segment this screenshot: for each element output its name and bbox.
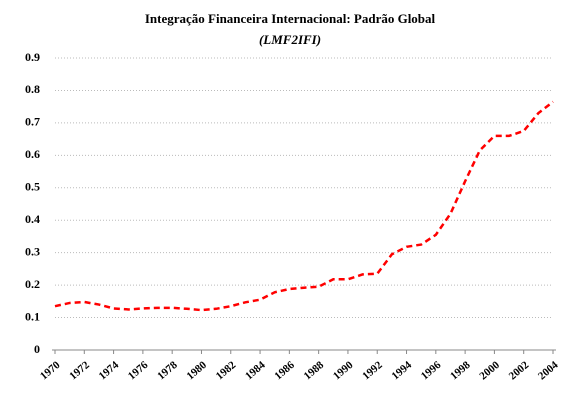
y-tick-label: 0.3	[25, 244, 40, 258]
y-tick-label: 0.6	[25, 147, 40, 161]
y-tick-label: 0.2	[25, 277, 40, 291]
chart-title: Integração Financeira Internacional: Pad…	[145, 11, 436, 26]
y-tick-label: 0.5	[25, 180, 40, 194]
y-tick-label: 0.8	[25, 82, 40, 96]
chart-subtitle: (LMF2IFI)	[259, 32, 321, 47]
y-tick-label: 0.9	[25, 50, 40, 64]
y-tick-label: 0.7	[25, 115, 40, 129]
y-tick-label: 0.1	[25, 309, 40, 323]
y-tick-label: 0.4	[25, 212, 40, 226]
y-tick-label: 0	[34, 342, 40, 356]
data-line	[54, 100, 554, 312]
